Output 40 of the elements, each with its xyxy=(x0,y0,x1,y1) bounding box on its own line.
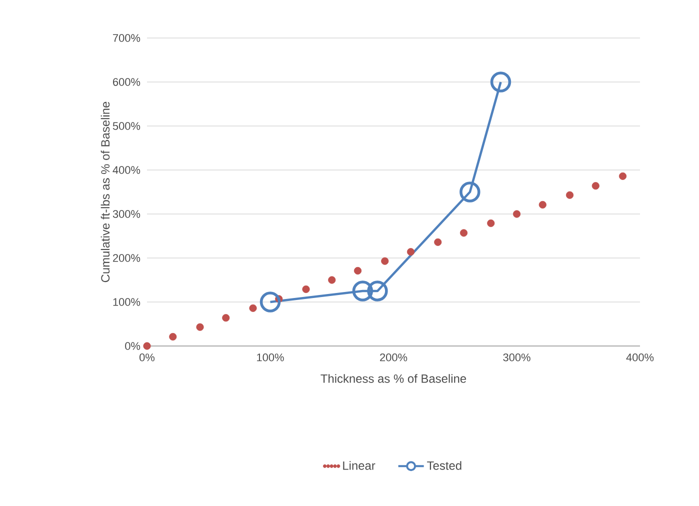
x-tick-label: 200% xyxy=(380,354,408,362)
x-tick-label: 100% xyxy=(257,354,284,362)
point xyxy=(460,182,480,202)
point xyxy=(566,191,574,199)
point xyxy=(302,285,310,294)
point xyxy=(487,219,495,228)
x-axis-title: Thickness as % of Baseline xyxy=(320,374,466,383)
y-tick-label: 300% xyxy=(112,210,140,218)
x-tick-label: 0% xyxy=(140,354,155,362)
point xyxy=(512,210,521,218)
x-tick-label: 400% xyxy=(626,354,654,362)
point xyxy=(381,257,389,265)
point xyxy=(328,276,336,284)
legend-label: Linear xyxy=(343,461,376,470)
point xyxy=(538,200,546,209)
point xyxy=(260,292,281,312)
point xyxy=(222,314,230,322)
x-tick-label: 300% xyxy=(503,354,530,362)
point xyxy=(434,238,442,246)
point xyxy=(592,182,600,190)
y-tick-label: 500% xyxy=(112,122,140,130)
y-tick-label: 400% xyxy=(112,166,140,174)
point xyxy=(490,72,512,92)
point xyxy=(352,280,374,302)
point xyxy=(406,248,415,256)
point xyxy=(143,342,151,350)
point xyxy=(169,332,177,341)
y-tick-label: 200% xyxy=(113,254,140,262)
point xyxy=(460,229,468,237)
point xyxy=(354,266,362,275)
y-tick-label: 600% xyxy=(113,78,140,86)
point xyxy=(196,323,204,331)
y-tick-label: 700% xyxy=(113,34,140,42)
point xyxy=(367,280,388,302)
point xyxy=(249,304,257,312)
y-axis-title: Cumulative ft-lbs as % of Baseline xyxy=(100,102,110,282)
legend-label: Tested xyxy=(427,461,462,470)
y-tick-label: 0% xyxy=(125,342,140,350)
y-tick-label: 100% xyxy=(113,298,140,306)
point xyxy=(618,172,627,180)
